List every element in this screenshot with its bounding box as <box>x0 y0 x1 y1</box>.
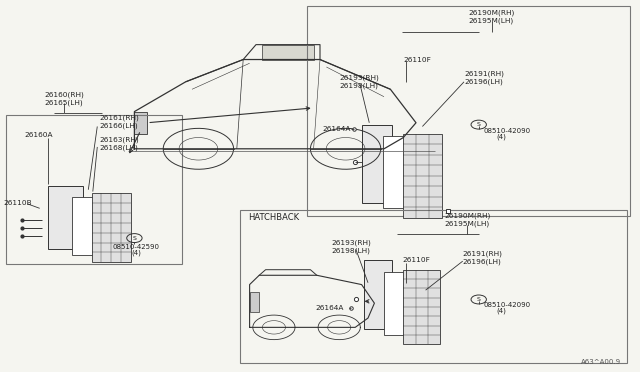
Text: (4): (4) <box>496 134 506 140</box>
Text: 08510-42090: 08510-42090 <box>484 128 531 134</box>
Bar <box>134 112 147 134</box>
Bar <box>48 186 83 249</box>
Text: 26163(RH)
26168(LH): 26163(RH) 26168(LH) <box>99 137 139 151</box>
Text: 26110F: 26110F <box>402 257 430 263</box>
Text: 26191(RH)
26196(LH): 26191(RH) 26196(LH) <box>464 71 504 85</box>
Bar <box>307 6 630 216</box>
Text: S: S <box>477 297 481 302</box>
Text: 26161(RH)
26166(LH): 26161(RH) 26166(LH) <box>99 115 139 129</box>
Bar <box>403 134 442 218</box>
Text: 26160(RH)
26165(LH): 26160(RH) 26165(LH) <box>44 92 84 106</box>
Text: 26110F: 26110F <box>403 57 431 62</box>
Bar <box>240 210 627 363</box>
Text: S: S <box>132 235 136 241</box>
Bar <box>72 197 96 255</box>
Bar <box>364 260 392 329</box>
Text: 26193(RH)
26198(LH): 26193(RH) 26198(LH) <box>339 75 379 89</box>
Bar <box>383 136 408 208</box>
Text: 26164A: 26164A <box>322 126 350 132</box>
Bar <box>403 270 440 344</box>
Text: (4): (4) <box>131 250 141 256</box>
Bar <box>262 45 314 60</box>
Text: 08510-42590: 08510-42590 <box>113 244 160 250</box>
Text: A63^A00.9: A63^A00.9 <box>580 359 621 365</box>
Text: 26191(RH)
26196(LH): 26191(RH) 26196(LH) <box>463 250 503 264</box>
Bar <box>6 115 182 264</box>
Text: 26164A: 26164A <box>316 305 344 311</box>
Bar <box>92 193 131 262</box>
Text: S: S <box>477 122 481 127</box>
Text: HATCHBACK: HATCHBACK <box>248 213 300 222</box>
Bar <box>250 292 259 312</box>
Bar <box>384 272 408 335</box>
Text: 26110B: 26110B <box>3 200 32 206</box>
Bar <box>362 125 392 203</box>
Text: 26190M(RH)
26195M(LH): 26190M(RH) 26195M(LH) <box>468 10 515 24</box>
Text: 08510-42090: 08510-42090 <box>484 302 531 308</box>
Text: 26190M(RH)
26195M(LH): 26190M(RH) 26195M(LH) <box>444 212 490 227</box>
Text: 26193(RH)
26198(LH): 26193(RH) 26198(LH) <box>332 239 371 253</box>
Text: 26160A: 26160A <box>24 132 53 138</box>
Text: (4): (4) <box>496 307 506 314</box>
